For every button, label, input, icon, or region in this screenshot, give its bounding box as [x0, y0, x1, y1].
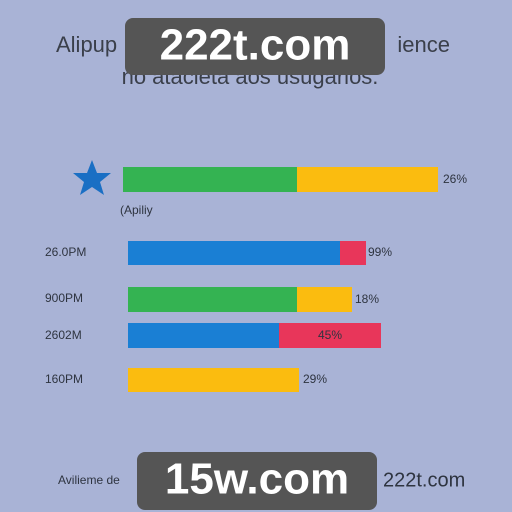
row-label: 900PM — [45, 291, 83, 305]
value-label: 18% — [355, 292, 379, 306]
row-4: 2602M 45% — [45, 323, 381, 348]
bar-segment — [279, 323, 381, 348]
bar-segment — [297, 167, 438, 192]
bar-segment — [128, 323, 281, 348]
value-label: 99% — [368, 245, 392, 259]
row-1: 26% — [123, 167, 467, 192]
value-label: 29% — [303, 372, 327, 386]
watermark: 222t.com — [160, 21, 351, 70]
bar-segment — [128, 287, 299, 312]
value-label: 26% — [443, 172, 467, 186]
star-icon — [73, 160, 111, 195]
row-label: 26.0PM — [45, 245, 86, 259]
bar-segment — [297, 287, 352, 312]
title-left: Alipup — [56, 32, 117, 57]
row-3: 900PM 18% — [45, 287, 379, 312]
bar-segment — [123, 167, 299, 192]
bar-segment — [128, 368, 299, 392]
row-label: 2602M — [45, 328, 82, 342]
bar-segment — [340, 241, 366, 265]
row-2: 26.0PM 99% — [45, 241, 392, 265]
watermark-box — [137, 452, 377, 510]
footer-right: 222t.com — [383, 469, 465, 491]
legend-label: (Apiliy — [120, 203, 153, 217]
watermark: 15w.com — [165, 455, 349, 504]
value-label: 45% — [318, 328, 342, 342]
title-right: ience — [397, 32, 450, 57]
footer-left: Avilieme de — [58, 473, 120, 487]
watermark-box — [125, 18, 385, 75]
bar-segment — [128, 241, 342, 265]
row-5: 160PM 29% — [45, 368, 327, 392]
row-label: 160PM — [45, 372, 83, 386]
